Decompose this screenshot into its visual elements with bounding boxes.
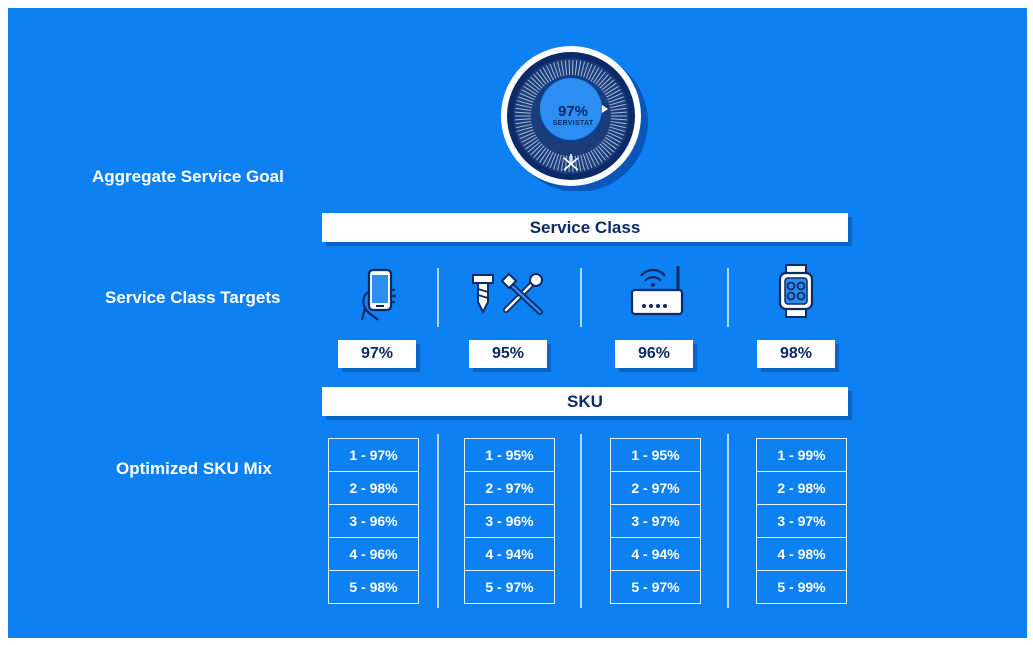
target-box: 96% — [615, 340, 693, 368]
divider — [437, 434, 439, 608]
sku-cell: 3 - 97% — [611, 505, 700, 538]
dial-caption: SERVISTAT — [552, 120, 594, 127]
sku-cell: 4 - 94% — [465, 538, 554, 571]
sku-cell: 4 - 94% — [611, 538, 700, 571]
divider — [437, 268, 439, 327]
sku-cell: 3 - 97% — [757, 505, 846, 538]
target-box: 97% — [338, 340, 416, 368]
sku-cell: 1 - 97% — [329, 439, 418, 472]
sku-cell: 5 - 97% — [485, 579, 534, 595]
sku-column: 1 - 99% 2 - 98% 3 - 97% 4 - 98% 5 - 99% — [756, 438, 847, 604]
aggregate-service-goal-label: Aggregate Service Goal — [92, 167, 284, 186]
sku-cell: 2 - 97% — [611, 472, 700, 505]
sku-cell: 1 - 99% — [757, 439, 846, 472]
divider — [727, 434, 729, 608]
sku-cell: 5 - 99% — [777, 579, 826, 595]
sku-cell: 4 - 98% — [757, 538, 846, 571]
sku-cell: 5 - 97% — [631, 579, 680, 595]
optimized-sku-mix-label: Optimized SKU Mix — [116, 459, 272, 478]
sku-cell: 1 - 95% — [465, 439, 554, 472]
divider — [580, 434, 582, 608]
sku-column: 1 - 95% 2 - 97% 3 - 97% 4 - 94% 5 - 97% — [610, 438, 701, 604]
sku-cell: 2 - 97% — [465, 472, 554, 505]
sku-cell: 2 - 98% — [329, 472, 418, 505]
target-box: 95% — [469, 340, 547, 368]
dial-graphic — [501, 46, 648, 192]
servistat-dial: 97% SERVISTAT — [488, 46, 658, 192]
sku-cell: 4 - 96% — [329, 538, 418, 571]
target-box: 98% — [757, 340, 835, 368]
sku-cell: 5 - 98% — [349, 579, 398, 595]
sku-column: 1 - 97% 2 - 98% 3 - 96% 4 - 96% 5 - 98% — [328, 438, 419, 604]
service-class-targets-label: Service Class Targets — [105, 288, 281, 307]
sku-cell: 3 - 96% — [329, 505, 418, 538]
divider — [580, 268, 582, 327]
wifi-router-icon — [630, 266, 684, 316]
divider — [727, 268, 729, 327]
sku-cell: 1 - 95% — [611, 439, 700, 472]
sku-cell: 3 - 96% — [465, 505, 554, 538]
smartwatch-icon — [778, 264, 814, 318]
service-class-bar: Service Class — [322, 213, 848, 242]
smartphone-hand-icon — [360, 268, 396, 321]
sku-bar: SKU — [322, 387, 848, 416]
sku-column: 1 - 95% 2 - 97% 3 - 96% 4 - 94% 5 - 97% — [464, 438, 555, 604]
screw-wrench-icon — [472, 272, 543, 315]
sku-cell: 2 - 98% — [757, 472, 846, 505]
knot-logo-icon — [563, 154, 579, 171]
dial-value: 97% — [557, 103, 589, 120]
